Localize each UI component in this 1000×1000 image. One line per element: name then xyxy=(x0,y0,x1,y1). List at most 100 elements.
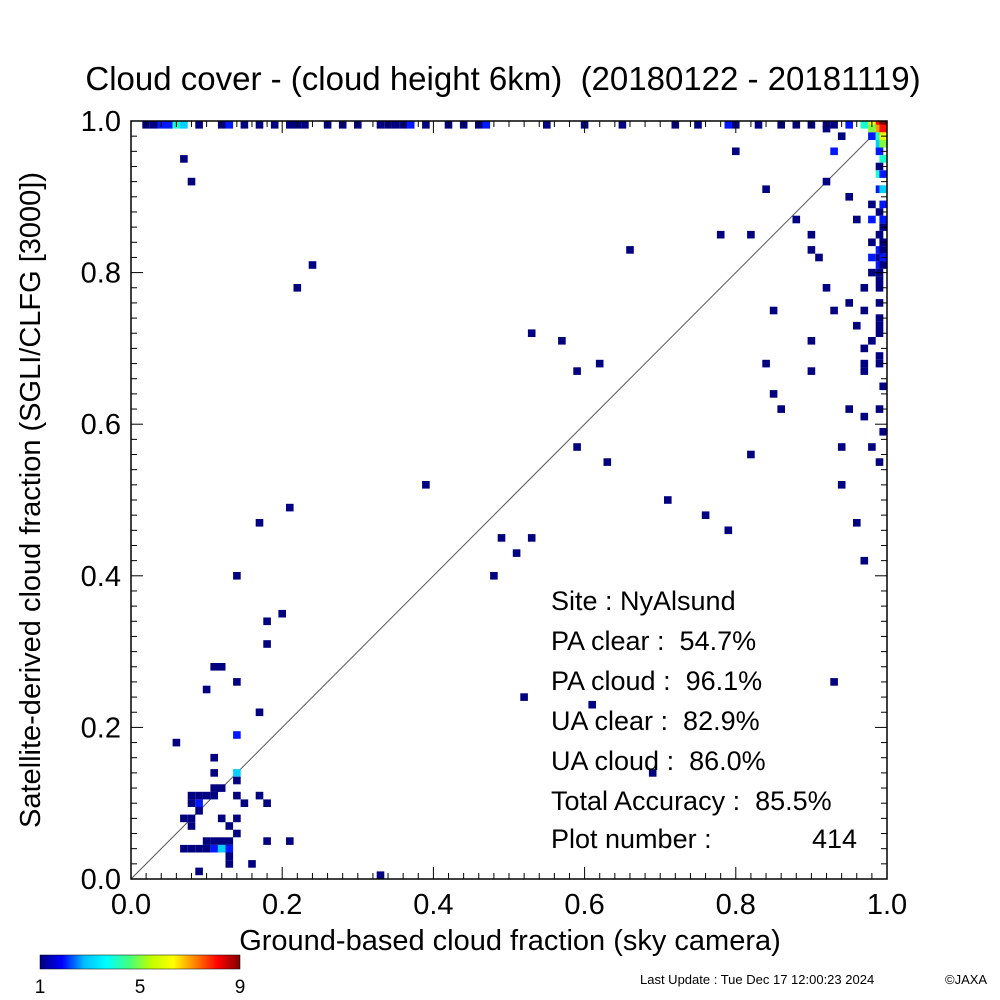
data-cell xyxy=(286,837,294,845)
data-cell xyxy=(807,246,816,254)
data-cell xyxy=(233,829,241,838)
x-tick-label: 0.0 xyxy=(111,889,151,921)
data-cell xyxy=(860,359,869,368)
data-cell xyxy=(868,238,876,247)
data-cell xyxy=(278,609,286,618)
data-cell xyxy=(860,306,869,315)
x-tick-label: 0.6 xyxy=(564,889,604,921)
site-label: Site : NyAlsund xyxy=(551,586,736,616)
data-cell xyxy=(286,121,294,129)
data-cell xyxy=(879,261,887,269)
data-cell xyxy=(879,124,887,133)
data-cell xyxy=(762,359,770,368)
data-cell xyxy=(520,693,528,701)
data-cell xyxy=(187,791,196,800)
data-cell xyxy=(868,253,876,262)
y-minor-ticks xyxy=(131,120,887,880)
data-cell xyxy=(497,534,506,542)
data-cell xyxy=(875,329,884,337)
data-cell xyxy=(255,121,264,129)
data-cell xyxy=(180,121,188,129)
data-cell xyxy=(527,534,536,542)
data-cell xyxy=(187,844,196,853)
data-cell xyxy=(573,367,581,375)
data-cell xyxy=(822,124,831,133)
data-cell xyxy=(747,450,755,459)
data-cell xyxy=(233,776,241,785)
last-update-text: Last Update : Tue Dec 17 12:00:23 2024 xyxy=(640,972,874,987)
colorbar-tick-label: 1 xyxy=(35,977,46,998)
data-cell xyxy=(588,700,596,709)
data-cell xyxy=(868,132,876,140)
data-cell xyxy=(860,344,869,353)
data-cell xyxy=(263,617,271,626)
data-cell xyxy=(875,147,884,156)
y-tick-label: 1.0 xyxy=(81,106,121,138)
data-cell xyxy=(225,860,234,868)
data-cell xyxy=(202,844,211,853)
pa-cloud-label: PA cloud : 96.1% xyxy=(551,666,762,696)
pa-clear-label: PA clear : 54.7% xyxy=(551,626,756,656)
data-cell xyxy=(664,496,672,504)
x-tick-label: 0.4 xyxy=(413,889,453,921)
data-cell xyxy=(747,230,755,239)
data-cell xyxy=(716,230,725,239)
data-cell xyxy=(830,678,838,686)
colorbar-gradient xyxy=(39,954,241,970)
data-cell xyxy=(815,253,823,262)
plot-number-value: 414 xyxy=(812,824,857,854)
data-cell xyxy=(573,443,581,451)
data-cell xyxy=(248,860,256,868)
data-cell xyxy=(301,121,309,129)
data-cell xyxy=(822,177,831,186)
data-cell xyxy=(210,837,218,845)
data-cell xyxy=(217,837,226,845)
data-cell xyxy=(233,814,241,823)
data-cell xyxy=(195,807,203,815)
data-cell xyxy=(422,481,430,489)
data-cell xyxy=(732,147,740,156)
data-cell xyxy=(255,708,264,717)
data-cell xyxy=(875,230,884,239)
data-cell xyxy=(807,337,816,345)
data-cell xyxy=(376,121,385,129)
data-cell xyxy=(270,121,279,129)
data-cell xyxy=(187,822,196,830)
data-cell xyxy=(845,121,853,129)
data-cell xyxy=(255,519,264,527)
data-cell xyxy=(853,519,861,527)
data-cell xyxy=(853,215,861,224)
colorbar-tick-label: 5 xyxy=(135,977,146,998)
data-cell xyxy=(263,837,271,845)
data-cell xyxy=(482,121,491,129)
data-cells xyxy=(142,121,887,879)
data-cell xyxy=(860,121,869,129)
data-cell xyxy=(769,390,778,398)
y-tick-label: 0.8 xyxy=(81,258,121,290)
data-cell xyxy=(187,799,196,807)
plot-number-label: Plot number : xyxy=(551,824,712,854)
data-cell xyxy=(210,663,218,671)
data-cell xyxy=(860,284,869,292)
data-cell xyxy=(217,844,226,853)
data-cell xyxy=(879,246,887,254)
data-cell xyxy=(837,443,846,451)
data-cell xyxy=(308,261,317,269)
data-cell xyxy=(777,405,785,413)
data-cell xyxy=(875,299,884,307)
data-cell xyxy=(837,132,846,140)
data-cell xyxy=(845,405,853,413)
data-cell xyxy=(830,306,838,315)
data-cell xyxy=(233,791,241,800)
data-cell xyxy=(225,822,234,830)
ua-cloud-label: UA cloud : 86.0% xyxy=(551,746,766,776)
data-cell xyxy=(225,837,234,845)
plot-area xyxy=(130,120,888,880)
y-tick-label: 0.6 xyxy=(81,409,121,441)
data-cell xyxy=(286,503,294,512)
data-cell xyxy=(195,791,203,800)
data-cell xyxy=(512,549,521,557)
data-cell xyxy=(868,268,876,277)
data-cell xyxy=(233,731,241,739)
chart-title: Cloud cover - (cloud height 6km) (201801… xyxy=(85,60,920,97)
